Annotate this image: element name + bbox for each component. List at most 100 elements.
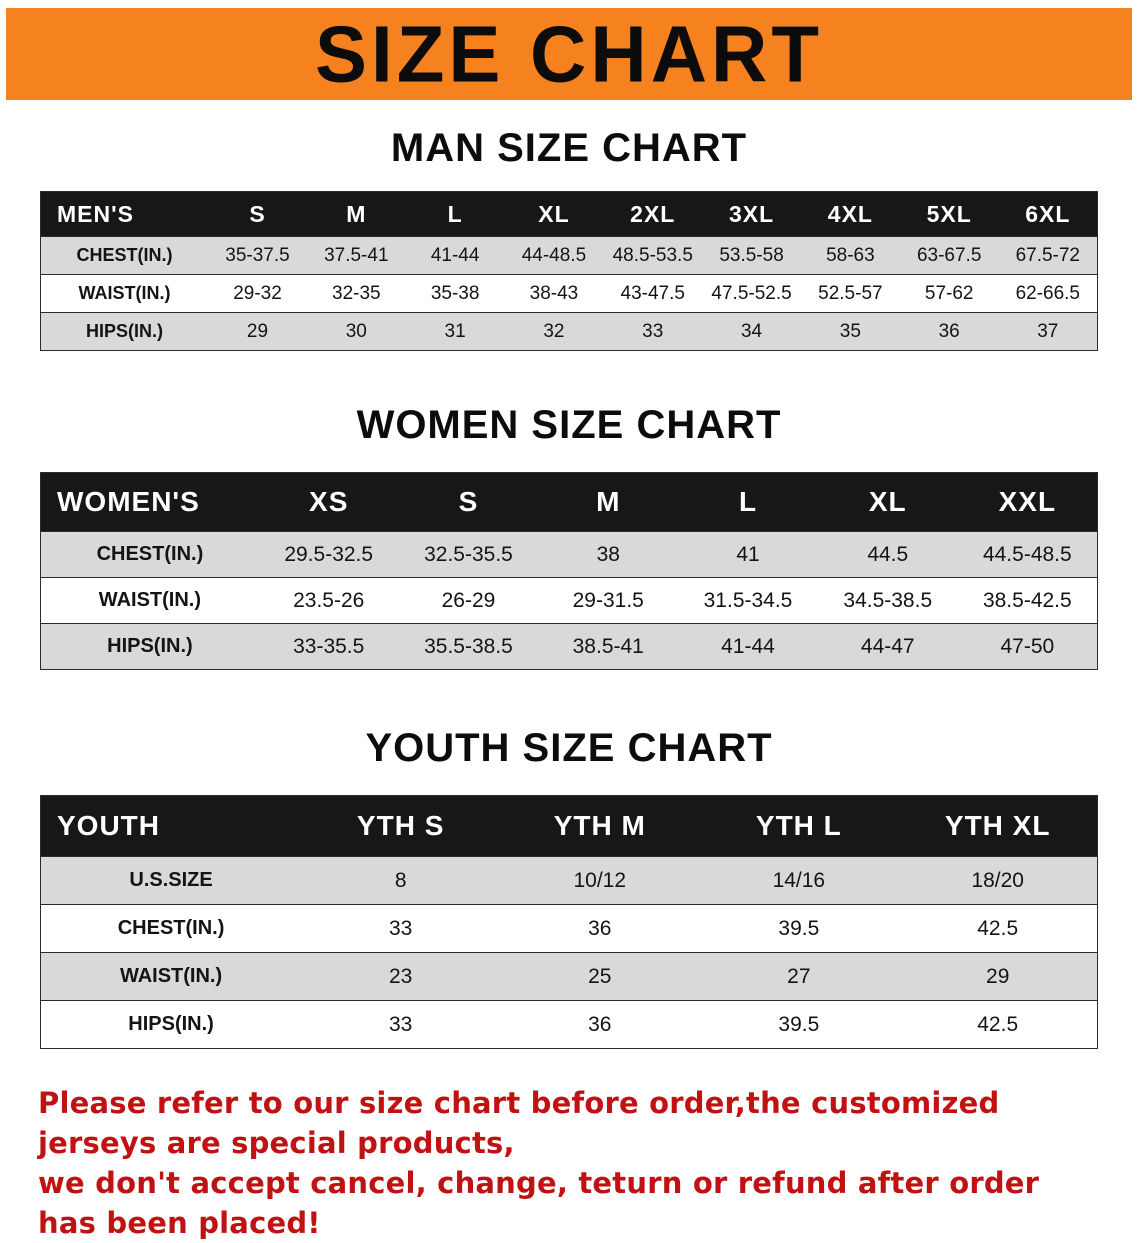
size-value-cell: 27	[699, 952, 899, 1001]
size-value-cell: 23.5-26	[258, 577, 399, 624]
row-label-cell: HIPS(IN.)	[40, 623, 259, 670]
table-size-header: M	[538, 472, 679, 532]
table-size-header: S	[208, 191, 307, 237]
size-value-cell: 57-62	[899, 274, 999, 313]
size-value-cell: 26-29	[398, 577, 539, 624]
table-size-header: L	[405, 191, 505, 237]
table-size-header: YTH S	[301, 795, 501, 857]
size-value-cell: 10/12	[500, 856, 700, 905]
order-disclaimer: Please refer to our size chart before or…	[0, 1083, 1138, 1243]
row-label-cell: U.S.SIZE	[40, 856, 302, 905]
size-value-cell: 29-31.5	[538, 577, 679, 624]
size-value-cell: 14/16	[699, 856, 899, 905]
size-value-cell: 33	[603, 312, 703, 351]
size-value-cell: 38.5-42.5	[957, 577, 1098, 624]
women-size-chart-section: WOMEN SIZE CHART WOMEN'S XS S M L XL XXL CHEST(…	[0, 403, 1138, 670]
table-row: HIPS(IN.) 33 36 39.5 42.5	[40, 1000, 1098, 1049]
row-label-cell: HIPS(IN.)	[40, 1000, 302, 1049]
table-header-row: WOMEN'S XS S M L XL XXL	[40, 472, 1098, 532]
size-value-cell: 47.5-52.5	[702, 274, 801, 313]
size-value-cell: 29-32	[208, 274, 307, 313]
table-size-header: L	[678, 472, 818, 532]
table-size-header: XS	[258, 472, 399, 532]
size-value-cell: 35-38	[405, 274, 505, 313]
table-size-header: XL	[504, 191, 604, 237]
table-header-row: YOUTH YTH S YTH M YTH L YTH XL	[40, 795, 1098, 857]
row-label-cell: CHEST(IN.)	[40, 531, 259, 578]
size-value-cell: 23	[301, 952, 501, 1001]
size-value-cell: 39.5	[699, 904, 899, 953]
size-value-cell: 63-67.5	[899, 236, 999, 275]
table-row: WAIST(IN.) 23.5-26 26-29 29-31.5 31.5-34.5 34…	[40, 577, 1098, 624]
disclaimer-line-2: we don't accept cancel, change, teturn o…	[38, 1166, 1040, 1241]
disclaimer-line-1: Please refer to our size chart before or…	[38, 1086, 1000, 1161]
women-size-table: WOMEN'S XS S M L XL XXL CHEST(IN.) 29.5-32.5 32.5…	[40, 472, 1098, 670]
size-value-cell: 41-44	[678, 623, 818, 670]
banner-title: SIZE CHART	[315, 9, 823, 99]
row-label-cell: CHEST(IN.)	[40, 236, 209, 275]
table-header-row: MEN'S S M L XL 2XL 3XL 4XL 5XL 6XL	[40, 191, 1098, 237]
size-value-cell: 39.5	[699, 1000, 899, 1049]
table-size-header: YTH XL	[898, 795, 1098, 857]
table-row: WAIST(IN.) 29-32 32-35 35-38 38-43 43-47.5 47.…	[40, 274, 1098, 313]
size-value-cell: 36	[500, 904, 700, 953]
size-value-cell: 30	[306, 312, 406, 351]
table-size-header: S	[398, 472, 539, 532]
table-category-header: YOUTH	[40, 795, 302, 857]
size-value-cell: 8	[301, 856, 501, 905]
men-size-table: MEN'S S M L XL 2XL 3XL 4XL 5XL 6XL CHEST(IN.) 35-37…	[40, 191, 1098, 351]
row-label-cell: CHEST(IN.)	[40, 904, 302, 953]
size-chart-banner: SIZE CHART	[6, 8, 1132, 100]
size-value-cell: 44.5-48.5	[957, 531, 1098, 578]
size-value-cell: 58-63	[800, 236, 900, 275]
size-value-cell: 29	[208, 312, 307, 351]
table-row: WAIST(IN.) 23 25 27 29	[40, 952, 1098, 1001]
size-value-cell: 44-48.5	[504, 236, 604, 275]
size-value-cell: 48.5-53.5	[603, 236, 703, 275]
size-value-cell: 31	[405, 312, 505, 351]
table-size-header: XL	[817, 472, 958, 532]
size-value-cell: 37.5-41	[306, 236, 406, 275]
size-value-cell: 25	[500, 952, 700, 1001]
size-value-cell: 42.5	[898, 1000, 1098, 1049]
size-value-cell: 32	[504, 312, 604, 351]
youth-size-chart-section: YOUTH SIZE CHART YOUTH YTH S YTH M YTH L YTH…	[0, 726, 1138, 1049]
size-value-cell: 29.5-32.5	[258, 531, 399, 578]
men-size-chart-heading: MAN SIZE CHART	[390, 126, 748, 170]
table-size-header: XXL	[957, 472, 1098, 532]
size-value-cell: 36	[500, 1000, 700, 1049]
size-value-cell: 44-47	[817, 623, 958, 670]
size-value-cell: 31.5-34.5	[678, 577, 818, 624]
row-label-cell: WAIST(IN.)	[40, 274, 209, 313]
size-value-cell: 35-37.5	[208, 236, 307, 275]
size-value-cell: 33	[301, 904, 501, 953]
youth-size-table: YOUTH YTH S YTH M YTH L YTH XL U.S.SIZE 8 10/12…	[40, 795, 1098, 1049]
table-size-header: 5XL	[899, 191, 999, 237]
size-value-cell: 33	[301, 1000, 501, 1049]
size-value-cell: 67.5-72	[998, 236, 1098, 275]
table-size-header: 4XL	[800, 191, 900, 237]
size-value-cell: 53.5-58	[702, 236, 801, 275]
size-value-cell: 52.5-57	[800, 274, 900, 313]
size-value-cell: 18/20	[898, 856, 1098, 905]
table-row: U.S.SIZE 8 10/12 14/16 18/20	[40, 856, 1098, 905]
size-value-cell: 38.5-41	[538, 623, 679, 670]
size-value-cell: 34.5-38.5	[817, 577, 958, 624]
table-size-header: YTH M	[500, 795, 700, 857]
size-value-cell: 42.5	[898, 904, 1098, 953]
women-size-chart-heading: WOMEN SIZE CHART	[356, 403, 782, 447]
size-value-cell: 33-35.5	[258, 623, 399, 670]
size-value-cell: 29	[898, 952, 1098, 1001]
table-size-header: M	[306, 191, 406, 237]
size-value-cell: 34	[702, 312, 801, 351]
size-value-cell: 41-44	[405, 236, 505, 275]
size-value-cell: 62-66.5	[998, 274, 1098, 313]
size-value-cell: 41	[678, 531, 818, 578]
table-row: CHEST(IN.) 33 36 39.5 42.5	[40, 904, 1098, 953]
size-value-cell: 44.5	[817, 531, 958, 578]
size-value-cell: 37	[998, 312, 1098, 351]
row-label-cell: HIPS(IN.)	[40, 312, 209, 351]
row-label-cell: WAIST(IN.)	[40, 577, 259, 624]
size-value-cell: 32-35	[306, 274, 406, 313]
